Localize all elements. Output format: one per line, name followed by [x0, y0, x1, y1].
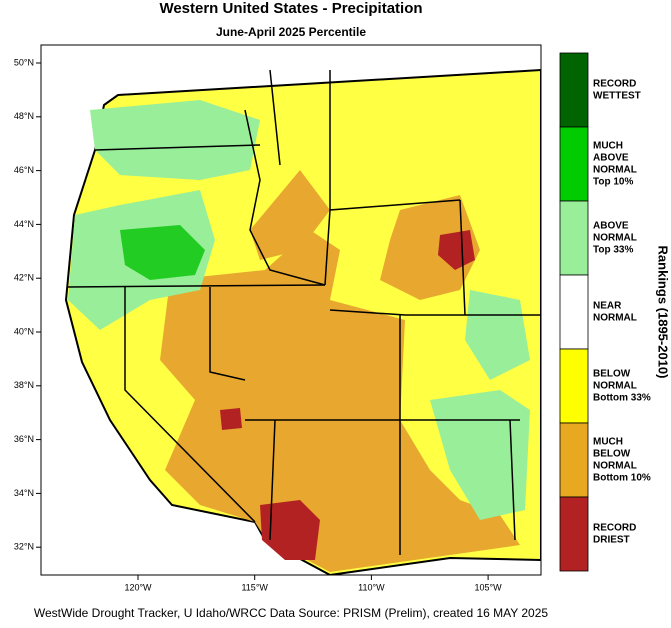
legend-label: BELOW: [593, 369, 631, 380]
record-dry: [260, 500, 320, 560]
lat-label: 40°N: [14, 326, 34, 336]
record-dry: [438, 230, 475, 270]
legend-label: MUCH: [593, 437, 623, 448]
legend-swatch: [559, 126, 589, 202]
lat-label: 38°N: [14, 380, 34, 390]
legend-swatch: [559, 496, 589, 572]
wet-region: [465, 290, 530, 380]
wet-region: [90, 100, 260, 180]
legend-label: ABOVE: [593, 153, 629, 164]
legend-swatch: [559, 200, 589, 276]
lon-label: 110°W: [358, 582, 385, 592]
lon-label: 105°W: [475, 582, 503, 592]
lat-label: 32°N: [14, 542, 34, 552]
legend-label: NORMAL: [593, 461, 637, 472]
legend-label: RECORD: [593, 79, 636, 90]
lat-label: 34°N: [14, 488, 34, 498]
dry-region: [160, 230, 520, 572]
lat-label: 50°N: [14, 57, 34, 67]
legend-label: Top 33%: [593, 245, 633, 256]
lon-label: 120°W: [124, 582, 152, 592]
legend-label: BELOW: [593, 449, 631, 460]
dry-region: [380, 195, 480, 300]
legend-label: Top 10%: [593, 177, 633, 188]
wet-region: [120, 225, 205, 280]
legend-label: WETTEST: [593, 91, 641, 102]
legend-label: Bottom 10%: [593, 473, 651, 484]
legend-label: NEAR: [593, 301, 622, 312]
legend-label: NORMAL: [593, 381, 637, 392]
lat-label: 48°N: [14, 111, 34, 121]
legend-label: MUCH: [593, 141, 623, 152]
legend-title: Rankings (1895-2010): [656, 246, 671, 379]
legend-label: NORMAL: [593, 313, 637, 324]
state-borders: [67, 69, 540, 555]
wet-region: [430, 390, 530, 520]
legend-swatch: [559, 422, 589, 498]
legend-label: Bottom 33%: [593, 393, 651, 404]
lat-label: 36°N: [14, 434, 34, 444]
lon-label: 115°W: [241, 582, 268, 592]
footer: WestWide Drought Tracker, U Idaho/WRCC D…: [34, 606, 549, 620]
lat-label: 46°N: [14, 165, 34, 175]
legend-swatch: [559, 274, 589, 350]
record-dry: [220, 408, 242, 430]
subtitle: June-April 2025 Percentile: [216, 25, 366, 39]
legend-label: NORMAL: [593, 165, 637, 176]
dry-region: [250, 170, 330, 260]
legend-label: NORMAL: [593, 233, 637, 244]
map: [40, 44, 542, 576]
legend-label: RECORD: [593, 523, 636, 534]
lat-label: 44°N: [14, 219, 34, 229]
legend-label: DRIEST: [593, 535, 630, 546]
title: Western United States - Precipitation: [159, 0, 422, 17]
lat-label: 42°N: [14, 273, 34, 283]
legend-swatch: [559, 52, 589, 128]
legend-label: ABOVE: [593, 221, 629, 232]
legend-swatch: [559, 348, 589, 424]
